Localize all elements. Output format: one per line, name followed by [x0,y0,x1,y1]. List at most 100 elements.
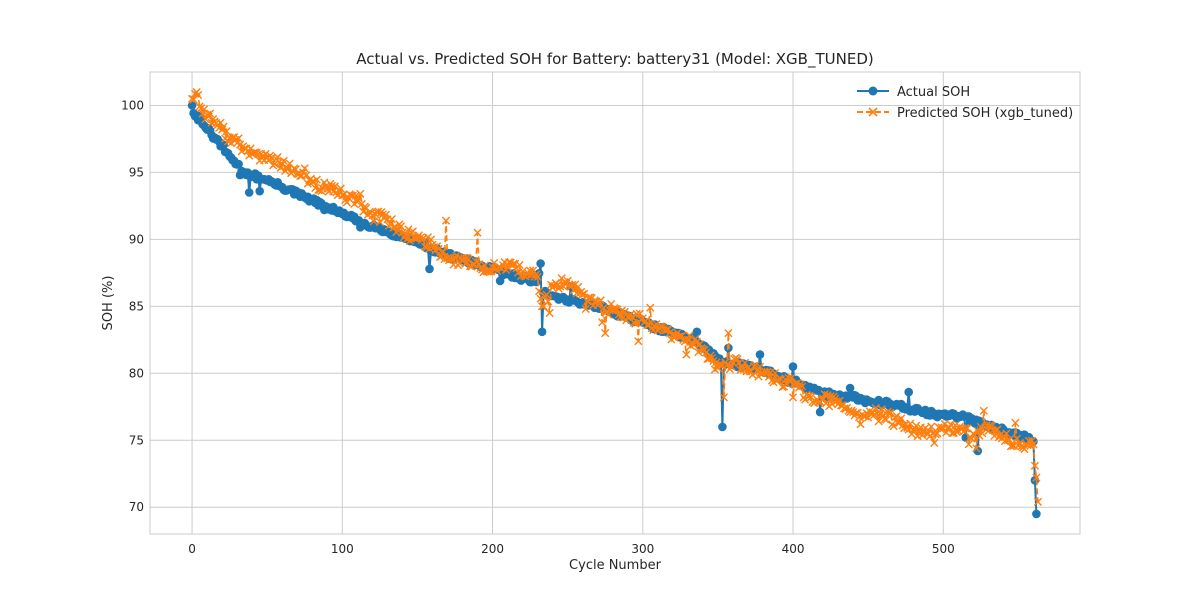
actual-soh-point [187,101,197,110]
predicted-soh-point [628,312,637,321]
predicted-soh-point [685,331,694,340]
predicted-soh-point [194,90,203,100]
predicted-soh-point [529,266,538,275]
predicted-soh-point [874,417,883,426]
predicted-soh-point [835,396,844,405]
predicted-soh-point [503,263,512,272]
y-tick-label: 80 [129,366,144,380]
predicted-soh-point [930,438,939,447]
predicted-soh-point [912,421,921,430]
predicted-soh-point [682,350,691,359]
predicted-soh-point [381,210,390,219]
predicted-soh-point [535,287,544,296]
predicted-soh-point [544,297,553,306]
predicted-soh-point [722,361,731,370]
predicted-soh-point [1032,473,1041,482]
x-tick-label: 0 [188,542,196,556]
predicted-soh-point [751,360,760,370]
predicted-soh-point [515,260,524,270]
predicted-soh-point [200,105,209,114]
predicted-soh-point [441,216,451,225]
predicted-soh-point [892,412,901,421]
predicted-soh-point [740,358,750,367]
actual-soh-point [815,407,825,417]
predicted-soh-point [1012,434,1021,443]
actual-soh-point [788,362,798,371]
predicted-soh-point [964,440,973,449]
predicted-soh-point [354,194,363,203]
predicted-soh-point [724,329,733,338]
actual-soh-point [537,327,547,337]
predicted-soh-point [978,429,987,438]
actual-soh-point [425,264,434,274]
predicted-soh-point [596,296,605,305]
predicted-soh-point [1011,418,1020,427]
predicted-soh-point [348,191,357,200]
actual-soh-point [255,186,264,196]
predicted-soh-point [1030,461,1039,470]
predicted-soh-point [536,294,545,303]
predicted-soh-point [631,319,640,328]
actual-soh-point [219,140,228,150]
predicted-soh-point [1033,497,1042,506]
predicted-soh-point [951,421,960,430]
legend: Actual SOH Predicted SOH (xgb_tuned) [857,85,1073,121]
predicted-soh-point [661,326,670,335]
predicted-soh-point [206,109,215,118]
predicted-soh-point [632,309,641,318]
predicted-soh-point [634,337,643,346]
predicted-soh-point [961,424,970,433]
predicted-soh-point [1002,429,1011,438]
actual-soh-point [536,259,545,268]
predicted-soh-point [856,420,865,429]
x-tick-label: 200 [481,542,504,556]
predicted-soh-point [993,425,1002,434]
predicted-soh-point [921,423,930,433]
predicted-soh-point [719,393,728,402]
predicted-soh-point [312,175,321,184]
actual-soh-point [845,383,855,393]
predicted-soh-point [1005,435,1014,444]
predicted-soh-point [584,293,593,302]
predicted-soh-point [840,404,849,413]
predicted-soh-point [473,228,482,237]
x-axis-ticks: 0 100 200 300 400 500 [188,542,954,556]
predicted-soh-point [300,164,309,173]
actual-soh-point [904,387,913,397]
predicted-soh-point [273,152,282,162]
predicted-soh-point [291,165,300,174]
predicted-soh-point [752,366,762,375]
predicted-soh-point [601,329,610,338]
predicted-soh-point [763,367,772,376]
predicted-soh-point [927,422,936,431]
predicted-soh-point [734,358,743,367]
predicted-soh-point [198,109,207,118]
predicted-soh-point [426,235,436,244]
predicted-soh-point [578,290,587,299]
predicted-soh-point [598,318,607,327]
y-tick-label: 70 [129,500,144,514]
predicted-soh-point [356,189,365,198]
predicted-soh-point [336,184,345,193]
predicted-soh-point [574,282,583,291]
predicted-soh-point [906,419,915,428]
actual-soh-point [692,327,702,337]
predicted-soh-point [461,259,470,268]
x-axis-label: Cycle Number [569,558,662,573]
predicted-soh-point [222,127,231,136]
predicted-soh-point [788,393,798,402]
predicted-soh-point [635,309,644,318]
predicted-soh-point [533,272,542,281]
predicted-soh-point [882,415,891,424]
predicted-soh-point [674,332,683,341]
predicted-soh-point [897,414,906,423]
predicted-soh-point [393,226,402,235]
predicted-soh-point [405,236,414,245]
actual-soh-point [755,350,765,359]
predicted-soh-point [798,382,807,391]
predicted-soh-point [973,426,982,436]
predicted-soh-point [828,399,837,409]
predicted-soh-point [1008,441,1017,450]
predicted-soh-point [408,227,417,236]
